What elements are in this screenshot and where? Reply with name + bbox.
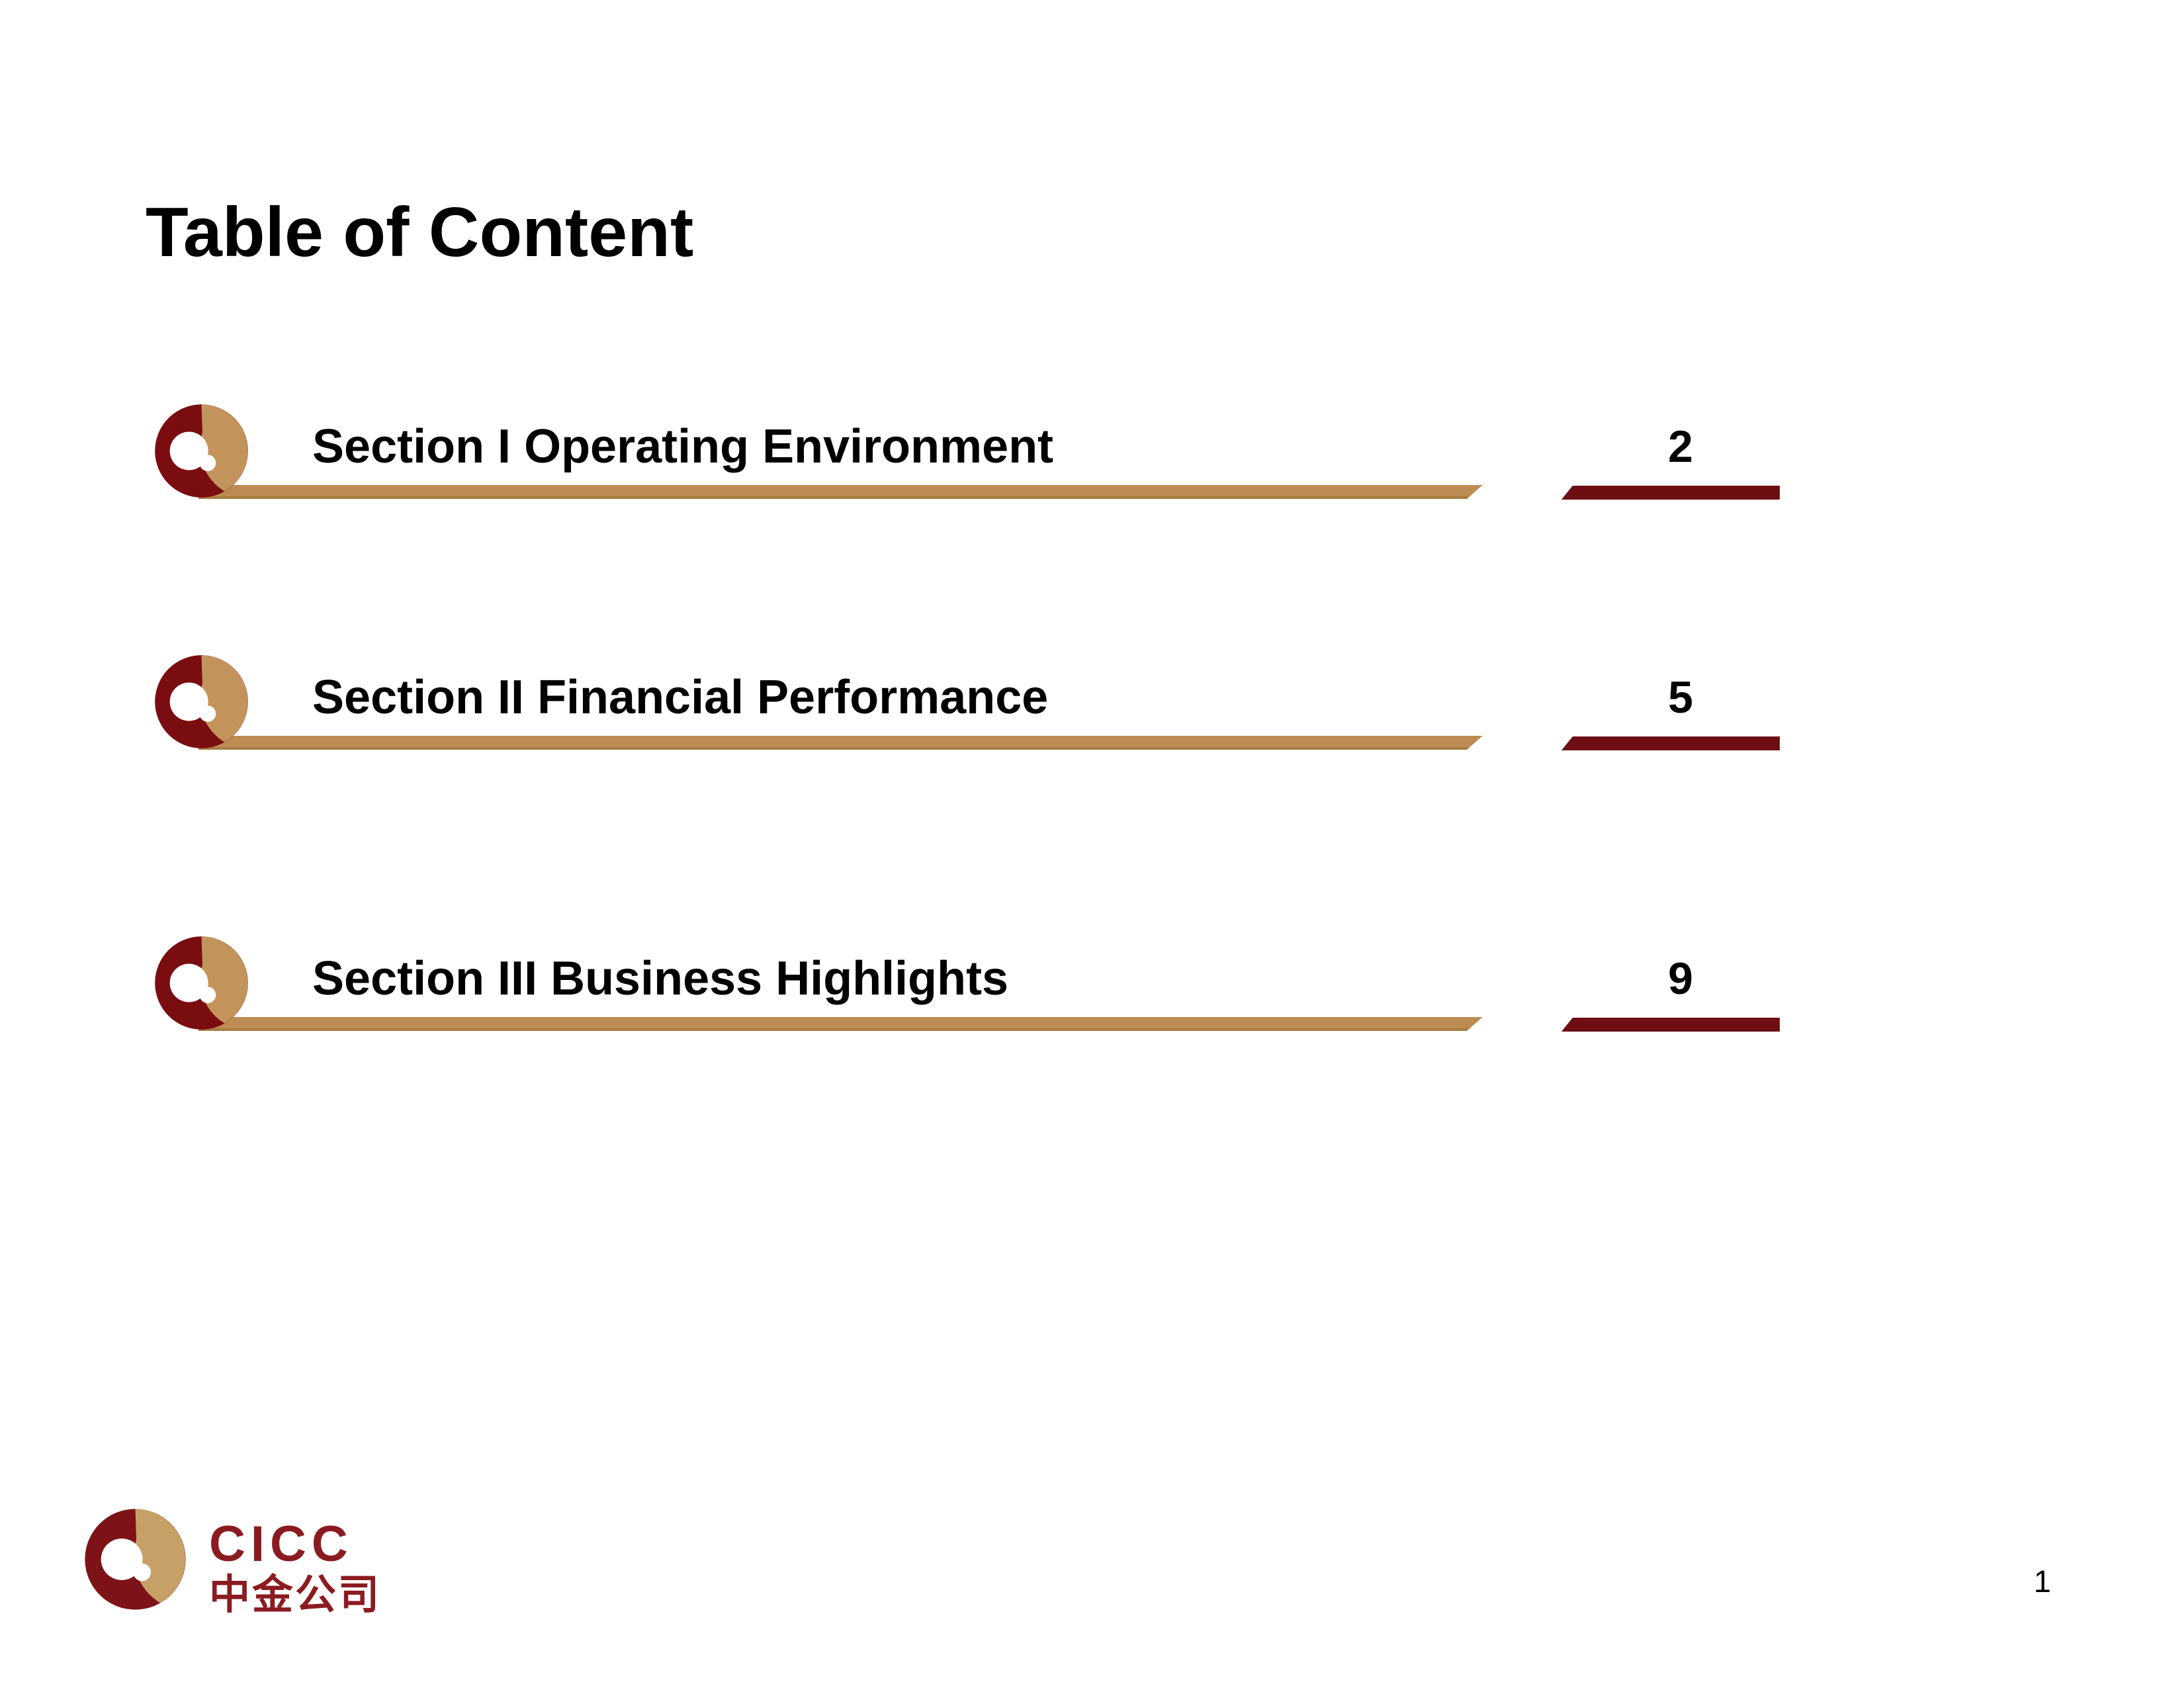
slide-page-number: 1 [2033,1564,2051,1599]
ring-hole [101,1538,143,1580]
ring-hole-tail [199,705,216,722]
toc-entry-page-underline-bar [1561,736,1780,750]
ring-hole [169,682,208,721]
toc-entry-underline-bar [198,736,1483,750]
toc-entry-page-number: 9 [1668,954,1693,1004]
cicc-ring-logo-icon [155,655,248,748]
toc-entry-section-2[interactable]: Section II Financial Performance 5 [0,654,2184,760]
cicc-ring-logo-icon [85,1509,186,1610]
toc-entry-section-3[interactable]: Section III Business Highlights 9 [0,935,2184,1041]
cicc-ring-logo-icon [155,936,248,1030]
toc-entry-label: Section I Operating Environment [312,420,1054,473]
ring-hole-tail [199,455,216,471]
toc-entry-label: Section III Business Highlights [312,952,1009,1005]
ring-hole [169,431,208,470]
toc-entry-page-underline-bar [1561,1018,1780,1032]
ring-hole-tail [199,987,216,1003]
cicc-ring-logo-icon [155,404,248,498]
ring-hole [169,963,208,1002]
toc-entry-label: Section II Financial Performance [312,671,1049,724]
toc-entry-underline-bar [198,1017,1483,1031]
toc-entry-page-number: 2 [1668,422,1693,472]
footer-logo-wordmark-cn: 中金公司 [209,1572,382,1618]
footer-logo-wordmark-en: CICC [209,1516,353,1572]
toc-entry-page-number: 5 [1668,672,1693,723]
toc-entry-section-1[interactable]: Section I Operating Environment 2 [0,403,2184,509]
toc-entry-page-underline-bar [1561,486,1780,500]
page-title: Table of Content [146,193,694,271]
toc-entry-underline-bar [198,485,1483,499]
ring-hole-tail [133,1563,152,1581]
